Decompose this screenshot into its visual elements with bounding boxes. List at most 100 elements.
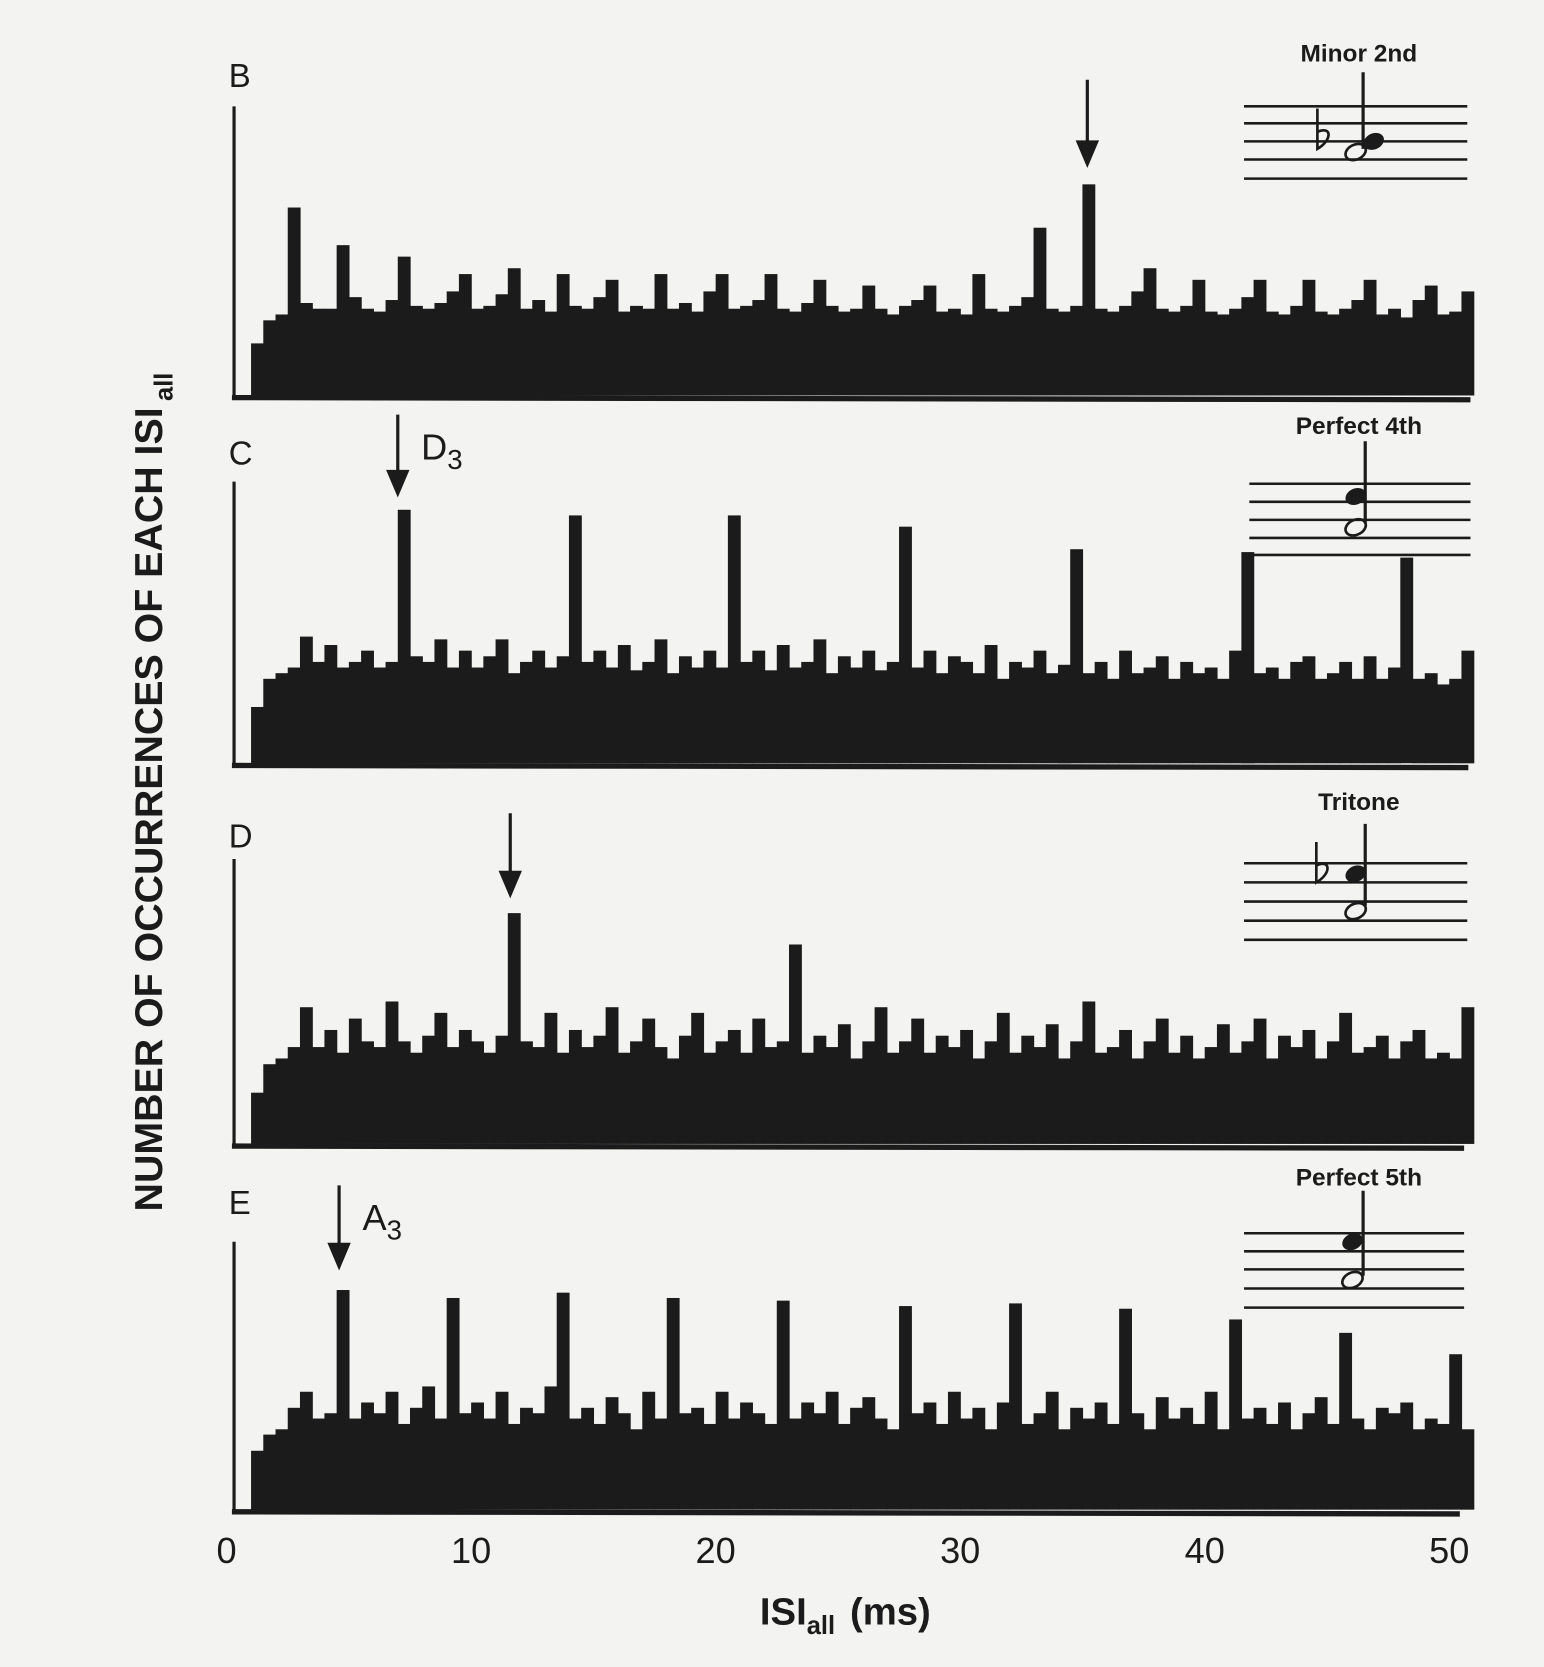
histogram-bar — [874, 308, 888, 396]
histogram-bar — [568, 1418, 582, 1510]
histogram-bar — [361, 1041, 374, 1144]
histogram-bar — [1131, 1058, 1145, 1144]
histogram-bar — [1131, 291, 1145, 396]
histogram-bar — [1082, 673, 1096, 764]
histogram-bar — [434, 302, 448, 396]
histogram-bar — [385, 661, 399, 764]
interval-title: Perfect 5th — [1296, 1164, 1422, 1191]
histogram-bar — [483, 1052, 497, 1144]
histogram-bar — [850, 1407, 864, 1510]
histogram-bar — [324, 308, 338, 396]
histogram-bar — [654, 639, 668, 764]
histogram-bar — [1339, 661, 1353, 764]
histogram-bar — [1326, 314, 1340, 396]
histogram-bar — [336, 667, 350, 764]
histogram-bar — [678, 302, 692, 396]
histogram-bar — [1302, 656, 1316, 764]
histogram-bar — [813, 279, 827, 396]
histogram-bar — [837, 656, 851, 764]
histogram-bar — [960, 1418, 974, 1510]
histogram-bar — [691, 667, 705, 764]
histogram-bar — [434, 1418, 448, 1510]
histogram-bar — [935, 673, 949, 764]
x-tick-label: 50 — [1429, 1530, 1469, 1571]
histogram-bar — [312, 1047, 326, 1144]
histogram-bar — [630, 1041, 643, 1144]
histogram-bar — [960, 661, 974, 764]
histogram-bar — [1375, 314, 1389, 396]
histogram-bar — [458, 650, 472, 764]
histogram-bar — [1302, 279, 1316, 396]
histogram-bar — [348, 661, 362, 764]
histogram-bar — [1363, 279, 1377, 396]
histogram-bar — [1278, 1402, 1291, 1510]
histogram-bar — [458, 1413, 472, 1510]
histogram-bar — [1290, 1047, 1304, 1144]
histogram-bar — [1033, 1413, 1047, 1510]
histogram-bar — [1168, 678, 1181, 764]
histogram-bar — [1045, 308, 1059, 396]
histogram-bar — [789, 1418, 802, 1510]
histogram-bar — [1033, 1047, 1047, 1144]
histogram-bar — [617, 311, 631, 396]
histogram-bar — [1021, 667, 1035, 764]
histogram-bar — [752, 1018, 766, 1144]
interval-title: Minor 2nd — [1300, 41, 1417, 68]
histogram-bar — [862, 1041, 876, 1144]
histogram-bar — [642, 1018, 656, 1144]
histogram-bar — [1155, 308, 1169, 396]
histogram-bar — [299, 1007, 313, 1144]
histogram-bar — [1241, 552, 1255, 764]
histogram-bar — [544, 1012, 558, 1144]
histogram-bar — [764, 1423, 778, 1510]
histogram-bar — [691, 1407, 705, 1510]
histogram-bar — [947, 1391, 961, 1510]
histogram-bar — [1461, 1007, 1475, 1144]
histogram-bar — [740, 1402, 753, 1510]
histogram-bar — [825, 305, 839, 396]
histogram-bar — [1094, 308, 1108, 396]
histogram-bar — [422, 1386, 436, 1510]
histogram-bar — [1106, 1423, 1120, 1510]
histogram-bar — [923, 1402, 937, 1510]
histogram-bar — [1021, 1035, 1035, 1144]
histogram-bar — [1314, 1397, 1328, 1510]
histogram-bar — [813, 1413, 827, 1510]
histogram-bar — [666, 308, 680, 396]
histogram-bar — [1180, 1407, 1194, 1510]
histogram-bar — [1229, 1052, 1243, 1144]
histogram-bar — [1131, 1413, 1145, 1510]
histogram-bar — [299, 302, 313, 396]
histogram-bar — [862, 285, 876, 396]
histogram-bar — [727, 1418, 741, 1510]
histogram-bar — [287, 1047, 301, 1144]
histogram-bar — [1436, 1052, 1450, 1144]
histogram-bar — [666, 673, 680, 764]
histogram-bar — [874, 1007, 888, 1144]
histogram-bar — [275, 673, 289, 764]
histogram-bar — [1290, 305, 1304, 396]
histogram-bar — [947, 308, 961, 396]
histogram-bar — [1057, 1429, 1071, 1510]
histogram-bar — [947, 1047, 961, 1144]
histogram-bar — [1290, 1429, 1304, 1510]
histogram-bar — [825, 1047, 839, 1144]
histogram-bar — [373, 1047, 387, 1144]
histogram-bar — [911, 300, 925, 396]
histogram-bar — [984, 1429, 998, 1510]
histogram-bar — [837, 1024, 851, 1144]
histogram-bar — [1265, 667, 1279, 764]
histogram-bar — [764, 670, 778, 764]
histogram-bar — [715, 274, 729, 396]
histogram-bar — [801, 1402, 815, 1510]
histogram-bar — [837, 1423, 851, 1510]
filled-note-icon — [1345, 487, 1366, 505]
histogram-bar — [984, 308, 998, 396]
histogram-bar — [263, 1064, 277, 1144]
histogram-bar — [666, 1297, 680, 1510]
histogram-bar — [911, 1018, 925, 1144]
histogram-bar — [837, 311, 851, 396]
histogram-bar — [715, 667, 729, 764]
histogram-bar — [373, 667, 387, 764]
histogram-bar — [776, 645, 790, 764]
